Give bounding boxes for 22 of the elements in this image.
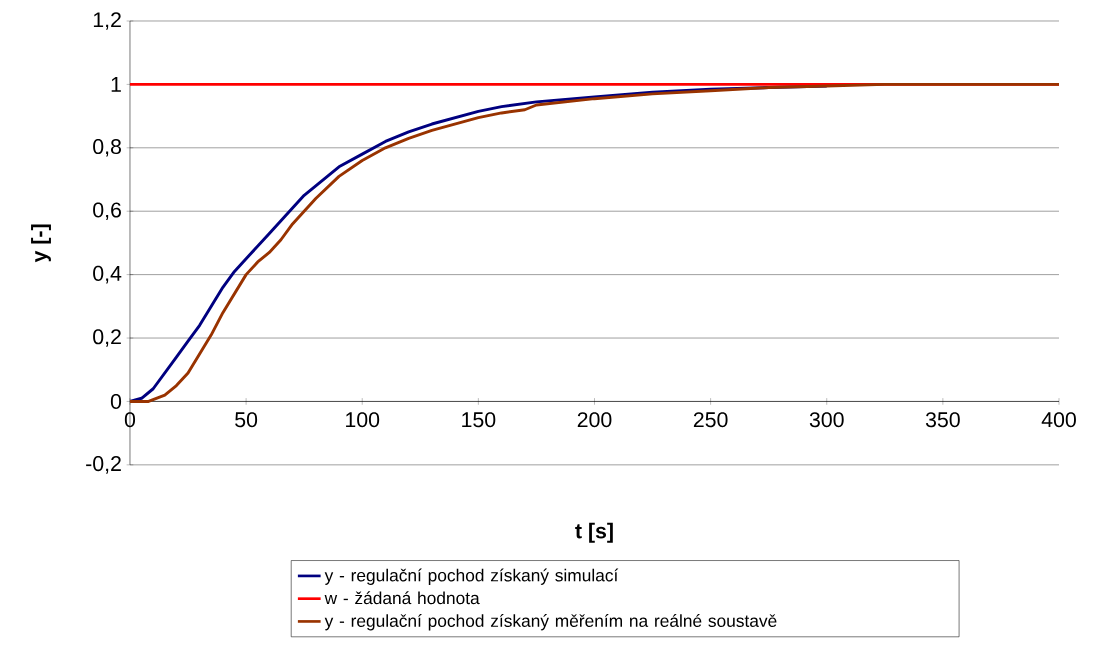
y-tick-label: -0,2 — [86, 456, 121, 474]
x-tick-label: 300 — [809, 412, 844, 428]
x-tick-label: 350 — [925, 412, 960, 428]
y-tick-label: 0,4 — [93, 265, 122, 284]
x-tick-label: 100 — [346, 412, 380, 428]
x-tick-label: 250 — [693, 412, 728, 428]
legend-label: y - regulační pochod získaný simulací — [324, 568, 619, 585]
x-tick-label: 200 — [577, 412, 612, 428]
x-tick-label: 50 — [235, 412, 258, 428]
x-tick-label: 150 — [462, 412, 496, 428]
x-axis-title: t [s] — [575, 522, 613, 543]
x-tick-label: 0 — [124, 412, 136, 428]
y-tick-label: 0,8 — [93, 139, 121, 157]
y-tick-label: 1,2 — [93, 12, 121, 30]
y-tick-label: 0,2 — [93, 329, 121, 347]
y-axis-title: y [-] — [31, 224, 51, 263]
legend-label: y - regulační pochod získaný měřením na reálné soustavě — [324, 614, 777, 631]
y-tick-label: 0,6 — [93, 202, 121, 221]
legend-label: w - žádaná hodnota — [324, 591, 480, 605]
x-tick-label: 400 — [1041, 412, 1076, 428]
y-tick-label: 0 — [110, 394, 122, 410]
y-tick-label: 1 — [111, 77, 121, 92]
